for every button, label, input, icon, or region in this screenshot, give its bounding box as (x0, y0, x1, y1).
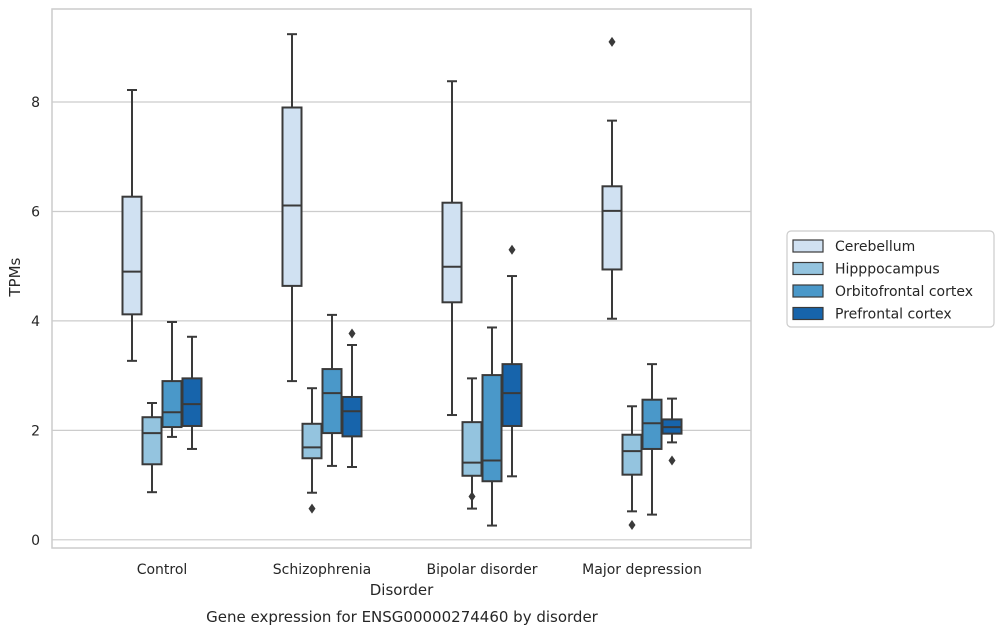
box-iqr (601, 185, 623, 271)
box-orbitofrontal-cortex (321, 313, 343, 467)
y-tick-label: 8 (31, 95, 40, 111)
grid (52, 101, 751, 541)
outlier-point (628, 520, 636, 531)
y-tick-label: 0 (31, 533, 40, 549)
box-iqr (281, 106, 303, 287)
box-orbitofrontal-cortex (641, 363, 663, 516)
x-tick-labels: Control Schizophrenia Bipolar disorder Majo… (137, 562, 702, 578)
box-hipppocampus (141, 401, 163, 494)
x-axis-label: Disorder (370, 581, 434, 599)
outlier-point (348, 328, 356, 339)
box-iqr (141, 416, 163, 466)
legend-swatch (792, 239, 824, 253)
box-cerebellum (441, 80, 463, 417)
plot-frame (51, 8, 752, 549)
outlier-point (468, 491, 476, 502)
box-prefrontal-cortex (501, 244, 523, 478)
y-tick-label: 6 (31, 204, 40, 220)
legend-entry: Orbitofrontal cortex (835, 284, 973, 300)
box-prefrontal-cortex (661, 397, 683, 466)
legend: Cerebellum Hipppocampus Orbitofrontal cort… (786, 230, 995, 328)
outlier-point (308, 503, 316, 514)
box-iqr (621, 433, 643, 476)
legend-swatch (792, 284, 824, 298)
box-iqr (501, 363, 523, 427)
box-iqr (641, 398, 663, 450)
legend-entry: Cerebellum (835, 239, 915, 255)
y-tick-labels: 0 2 4 6 8 (31, 95, 40, 549)
outlier-point (508, 244, 516, 255)
x-tick-label: Major depression (582, 562, 702, 578)
box-iqr (301, 422, 323, 460)
y-axis-label: TPMs (6, 257, 24, 297)
y-tick-label: 4 (31, 314, 40, 330)
box-hipppocampus (301, 387, 323, 514)
legend-entry: Prefrontal cortex (835, 307, 952, 323)
box-iqr (441, 201, 463, 304)
outlier-point (608, 36, 616, 47)
box-iqr (461, 421, 483, 477)
legend-swatch (792, 261, 824, 276)
box-orbitofrontal-cortex (161, 321, 183, 438)
box-iqr (181, 377, 203, 427)
box-iqr (321, 368, 343, 435)
box-cerebellum (121, 88, 143, 362)
box-iqr (121, 195, 143, 316)
box-prefrontal-cortex (341, 328, 363, 469)
chart-caption: Gene expression for ENSG00000274460 by d… (206, 608, 599, 626)
box-iqr (481, 374, 503, 483)
box-orbitofrontal-cortex (481, 326, 503, 527)
box-prefrontal-cortex (181, 335, 203, 450)
x-tick-label: Control (137, 562, 188, 578)
x-tick-label: Bipolar disorder (426, 562, 537, 578)
outlier-point (668, 455, 676, 466)
legend-entry: Hipppocampus (835, 262, 940, 278)
box-hipppocampus (621, 405, 643, 531)
box-cerebellum (601, 36, 623, 320)
box-hipppocampus (461, 377, 483, 510)
boxes (121, 33, 683, 531)
legend-swatch (792, 306, 824, 321)
box-cerebellum (281, 33, 303, 383)
box-iqr (341, 395, 363, 438)
y-tick-label: 2 (31, 423, 40, 439)
box-iqr (161, 380, 183, 429)
legend-box (786, 230, 995, 328)
x-tick-label: Schizophrenia (273, 562, 371, 578)
